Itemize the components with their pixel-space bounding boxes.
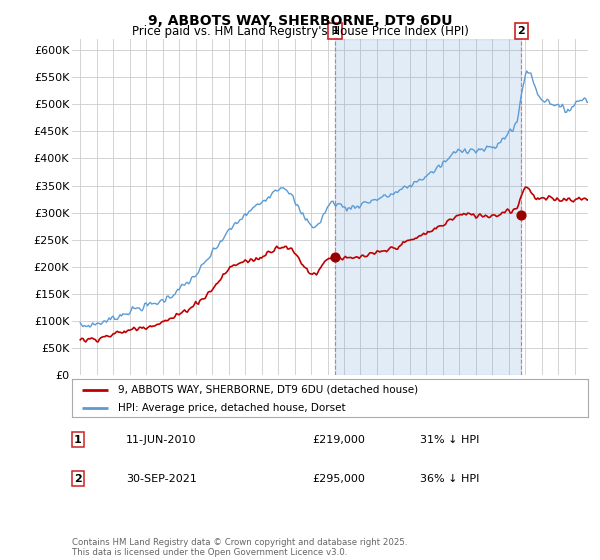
Text: 1: 1 <box>331 26 339 36</box>
Text: Price paid vs. HM Land Registry's House Price Index (HPI): Price paid vs. HM Land Registry's House … <box>131 25 469 38</box>
Text: HPI: Average price, detached house, Dorset: HPI: Average price, detached house, Dors… <box>118 403 346 413</box>
Text: £219,000: £219,000 <box>312 435 365 445</box>
Text: Contains HM Land Registry data © Crown copyright and database right 2025.
This d: Contains HM Land Registry data © Crown c… <box>72 538 407 557</box>
Text: 36% ↓ HPI: 36% ↓ HPI <box>420 474 479 484</box>
Text: £295,000: £295,000 <box>312 474 365 484</box>
Text: 31% ↓ HPI: 31% ↓ HPI <box>420 435 479 445</box>
Text: 2: 2 <box>517 26 525 36</box>
Point <box>330 252 340 261</box>
Text: 9, ABBOTS WAY, SHERBORNE, DT9 6DU: 9, ABBOTS WAY, SHERBORNE, DT9 6DU <box>148 14 452 28</box>
Text: 30-SEP-2021: 30-SEP-2021 <box>126 474 197 484</box>
Bar <box>335 39 521 375</box>
Text: 2: 2 <box>74 474 82 484</box>
Text: 9, ABBOTS WAY, SHERBORNE, DT9 6DU (detached house): 9, ABBOTS WAY, SHERBORNE, DT9 6DU (detac… <box>118 385 419 395</box>
Point <box>517 211 526 220</box>
Text: 11-JUN-2010: 11-JUN-2010 <box>126 435 197 445</box>
Text: 1: 1 <box>74 435 82 445</box>
